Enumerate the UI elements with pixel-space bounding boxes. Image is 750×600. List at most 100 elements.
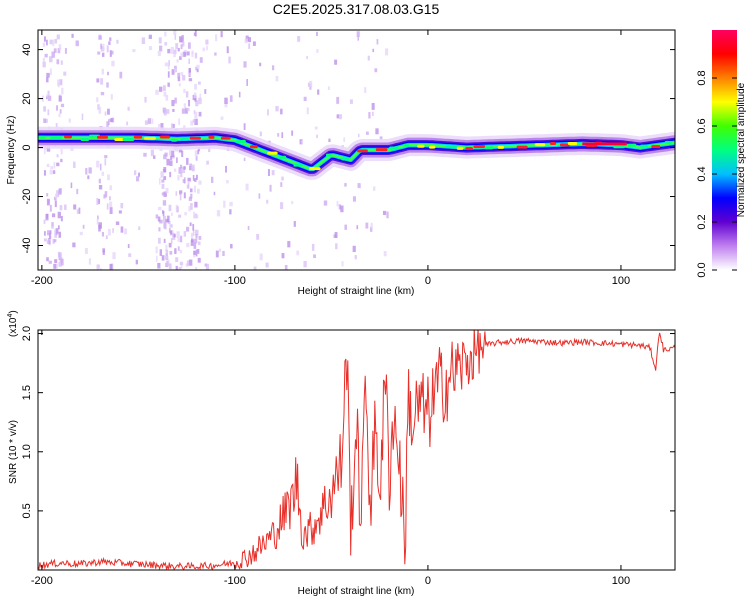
spectrogram-noise-cell xyxy=(76,209,80,214)
spectrogram-noise-cell xyxy=(96,268,99,270)
x-tick-label: -200 xyxy=(31,275,53,287)
spectrogram-noise-cell xyxy=(229,95,233,102)
spectrogram-noise-cell xyxy=(197,257,201,263)
spectrogram-noise-cell xyxy=(205,39,209,45)
spectrogram-noise-cell xyxy=(75,40,79,47)
spectrogram-noise-cell xyxy=(267,169,270,177)
spectrogram-noise-cell xyxy=(147,118,152,124)
spectrogram-noise-cell xyxy=(57,47,61,54)
colorbar-label: Normalized spectral amplitude xyxy=(736,82,747,217)
spectrogram-noise-cell xyxy=(179,249,183,254)
spectrogram-noise-cell xyxy=(336,114,340,119)
spectrogram-noise-cell xyxy=(177,237,181,242)
spectrogram-noise-cell xyxy=(291,201,294,205)
spectrogram-noise-cell xyxy=(58,188,62,195)
spectrogram-noise-cell xyxy=(47,90,50,97)
spectrogram-noise-cell xyxy=(112,228,114,233)
spectrogram-noise-cell xyxy=(176,157,178,164)
spectrogram-noise-cell xyxy=(164,222,167,230)
spectrogram-noise-cell xyxy=(191,51,194,58)
spectrogram-noise-cell xyxy=(191,164,195,172)
spectrogram-noise-cell xyxy=(195,249,198,257)
spectrogram-noise-cell xyxy=(164,42,168,46)
spectrogram-peak-cell xyxy=(143,136,156,140)
spectrogram-noise-cell xyxy=(170,238,173,244)
spectrogram-noise-cell xyxy=(181,150,184,158)
spectrogram-noise-cell xyxy=(178,267,182,270)
spectrogram-peak-cell xyxy=(309,167,321,171)
spectrogram-noise-cell xyxy=(170,156,173,161)
spectrogram-noise-cell xyxy=(184,212,187,216)
spectrogram-noise-cell xyxy=(104,155,108,159)
snr-scale-close: ) xyxy=(8,310,19,313)
spectrogram-peak-cell xyxy=(50,135,63,139)
spectrogram-noise-cell xyxy=(323,200,328,206)
spectrogram-noise-cell xyxy=(222,250,225,257)
spectrogram-noise-cell xyxy=(42,61,46,68)
spectrogram-noise-cell xyxy=(370,226,373,232)
spectrogram-noise-cell xyxy=(253,266,257,270)
spectrogram-noise-cell xyxy=(258,193,261,199)
spectrogram-noise-cell xyxy=(60,215,63,222)
spectrogram-noise-cell xyxy=(188,165,192,171)
spectrogram-noise-cell xyxy=(58,231,62,238)
spectrogram-noise-cell xyxy=(60,79,63,86)
spectrogram-noise-cell xyxy=(367,55,370,61)
spectrogram-noise-cell xyxy=(182,51,187,57)
spectrogram-peak-cell xyxy=(278,155,287,159)
spectrogram-noise-cell xyxy=(182,74,186,81)
spectrogram-noise-cell xyxy=(338,204,342,210)
spectrogram-noise-cell xyxy=(195,156,198,161)
spectrogram-noise-cell xyxy=(96,198,99,205)
spectrogram-noise-cell xyxy=(43,219,46,224)
spectrogram-noise-cell xyxy=(327,86,330,90)
spectrogram-noise-cell xyxy=(138,172,140,177)
spectrogram-noise-cell xyxy=(198,180,202,185)
spectrogram-noise-cell xyxy=(49,204,52,212)
spectrogram-noise-cell xyxy=(194,201,198,208)
spectrogram-noise-cell xyxy=(43,170,46,176)
spectrogram-noise-cell xyxy=(133,170,137,176)
spectrogram-noise-cell xyxy=(183,125,186,130)
spectrogram-noise-cell xyxy=(46,230,50,236)
spectrogram-noise-cell xyxy=(188,68,191,73)
spectrogram-noise-cell xyxy=(197,249,200,254)
spectrogram-noise-cell xyxy=(185,226,190,232)
spectrogram-noise-cell xyxy=(88,258,92,265)
spectrogram-noise-cell xyxy=(164,108,167,116)
snr-x-ticks: -200 -100 0 100 xyxy=(31,330,630,587)
spectrogram-noise-cell xyxy=(186,157,189,165)
spectrogram-noise-cell xyxy=(54,200,57,208)
spectrogram-noise-cell xyxy=(163,176,167,181)
spectrogram-noise-cell xyxy=(57,225,60,230)
spectrogram-noise-cell xyxy=(157,262,161,269)
spectrogram-noise-cell xyxy=(194,30,197,37)
spectrogram-noise-cell xyxy=(190,232,194,237)
spectrogram-noise-cell xyxy=(248,43,251,49)
spectrogram-noise-cell xyxy=(165,187,169,194)
spectrogram-noise-cell xyxy=(267,109,269,116)
spectrogram-noise-cell xyxy=(175,257,179,263)
spectrogram-noise-cell xyxy=(109,263,113,270)
spectrogram-noise-cell xyxy=(334,232,338,239)
spectrogram-peak-cell xyxy=(375,148,388,152)
spectrogram-noise-cell xyxy=(120,226,124,233)
spectrogram-noise-cell xyxy=(132,49,136,53)
spectrogram-noise-cell xyxy=(370,222,373,229)
spectrogram-noise-cell xyxy=(46,193,49,197)
spectrogram-noise-cell xyxy=(224,97,228,104)
spectrogram-peak-cell xyxy=(651,145,661,149)
spectrogram-noise-cell xyxy=(175,204,178,212)
y-tick-label: 2.0 xyxy=(21,326,33,341)
x-tick-label: -100 xyxy=(224,575,246,587)
spectrogram-noise-cell xyxy=(280,182,283,187)
spectrogram-noise-cell xyxy=(163,91,167,97)
spectrogram-marks xyxy=(38,30,675,270)
spectrogram-noise-cell xyxy=(60,149,63,155)
spectrogram-noise-cell xyxy=(158,178,161,185)
spectrogram-noise-cell xyxy=(293,221,296,227)
spectrogram-noise-cell xyxy=(161,183,165,189)
spectrogram-noise-cell xyxy=(194,111,198,119)
